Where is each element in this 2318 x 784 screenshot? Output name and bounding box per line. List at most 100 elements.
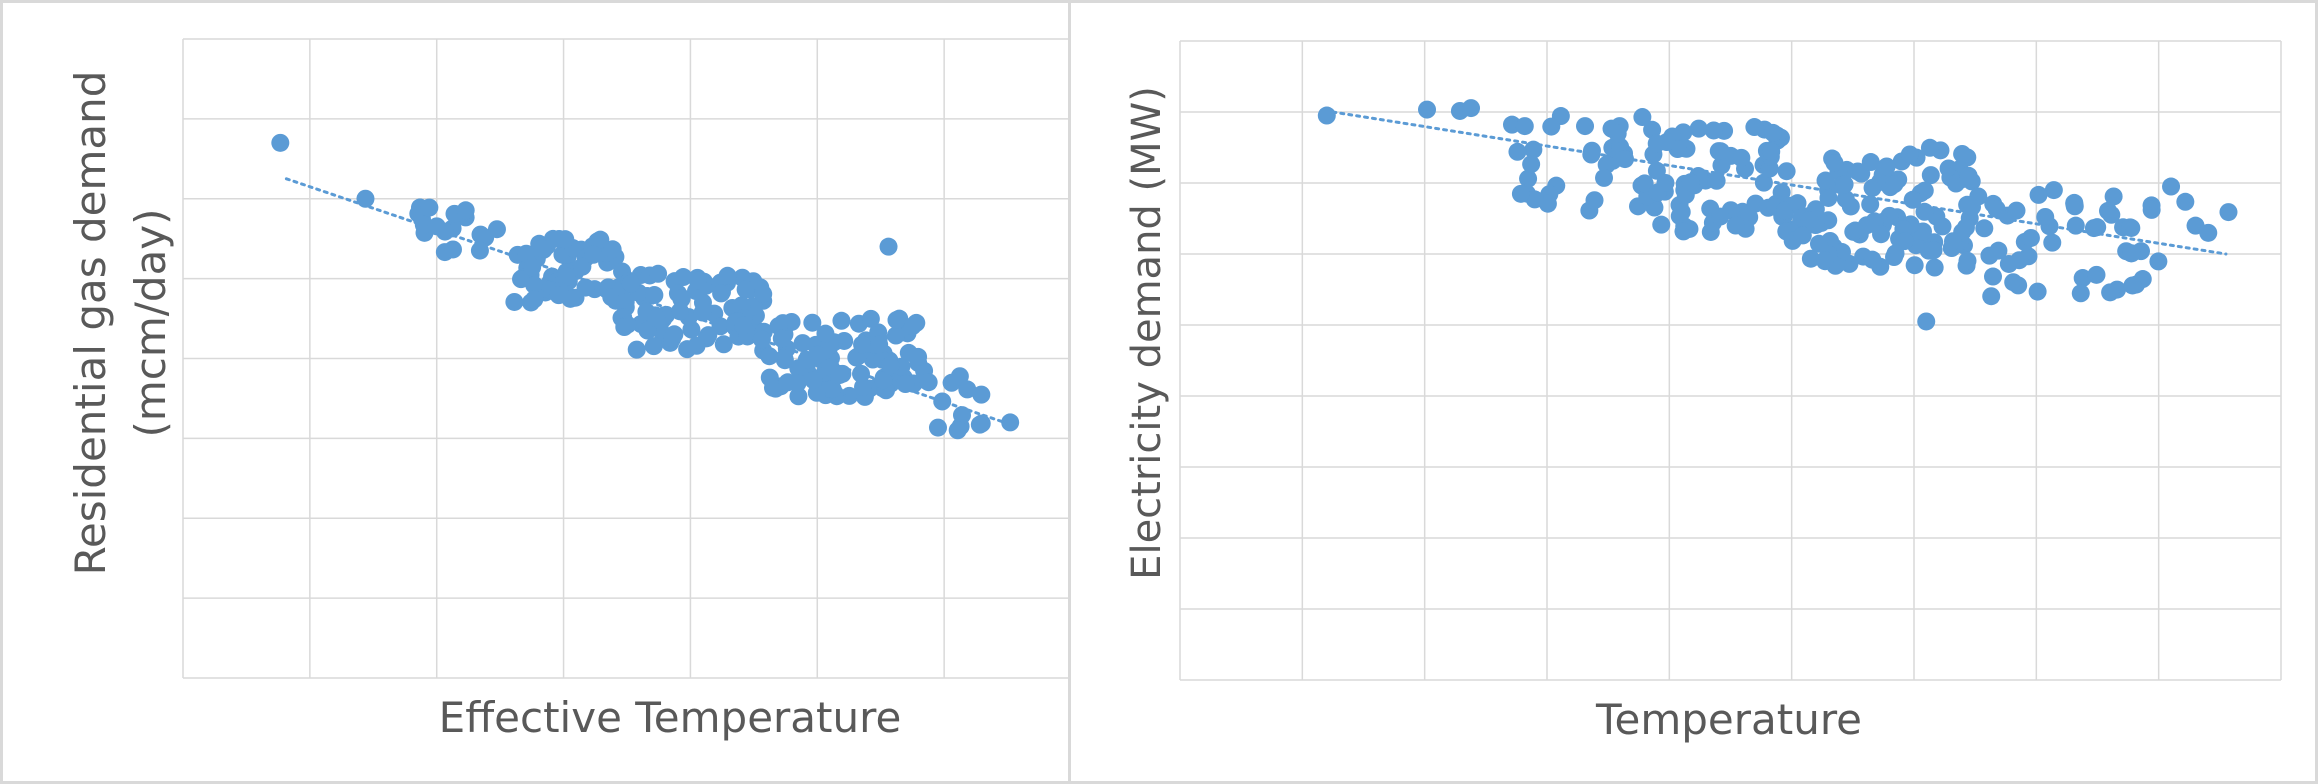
data-point: [1903, 190, 1922, 209]
data-point: [1920, 138, 1939, 157]
data-point: [1704, 121, 1723, 140]
data-point: [2101, 283, 2120, 302]
data-point: [549, 286, 568, 305]
data-point: [1542, 117, 1561, 136]
data-point: [1524, 140, 1543, 159]
data-point: [693, 303, 712, 322]
data-point: [958, 380, 977, 399]
data-point: [1984, 267, 2003, 286]
data-point: [734, 316, 753, 335]
data-point: [2021, 228, 2040, 247]
data-point: [2065, 197, 2084, 216]
data-point: [919, 373, 938, 392]
data-point: [2123, 276, 2142, 295]
data-point: [2004, 273, 2023, 292]
data-point: [1764, 123, 1783, 142]
data-point: [1732, 148, 1751, 167]
data-point: [2084, 219, 2103, 238]
data-point: [2066, 216, 2085, 235]
data-point: [1863, 178, 1882, 197]
data-point: [512, 270, 531, 289]
data-point: [1656, 173, 1675, 192]
data-point: [2162, 177, 2181, 196]
data-point: [1317, 106, 1336, 125]
data-point: [2007, 201, 2026, 220]
data-point: [1745, 118, 1764, 137]
electricity-scatter-chart: Temperature Electricity demand (MW): [1124, 40, 2282, 744]
data-point: [1585, 191, 1604, 210]
data-point: [1836, 190, 1855, 209]
data-point: [950, 367, 969, 386]
data-point: [525, 290, 544, 309]
gas-scatter-chart: Effective Temperature Residential gas de…: [66, 38, 1068, 742]
y-axis-title-line2: (mcm/day): [126, 208, 175, 437]
data-point: [1525, 190, 1544, 209]
data-point: [2199, 223, 2218, 242]
data-point: [1674, 222, 1693, 241]
data-point: [627, 340, 646, 359]
data-point: [603, 240, 622, 259]
data-point: [928, 418, 947, 437]
data-point: [443, 240, 462, 259]
chart-panel-electricity: Temperature Electricity demand (MW): [1068, 0, 2318, 784]
data-point: [1800, 210, 1819, 229]
data-point: [456, 201, 475, 220]
data-point: [1809, 234, 1828, 253]
data-point: [1989, 241, 2008, 260]
data-point: [1707, 171, 1726, 190]
data-point: [712, 284, 731, 303]
data-point: [1885, 175, 1904, 194]
data-point: [1001, 413, 1020, 432]
data-point: [1633, 108, 1652, 127]
data-point: [1657, 133, 1676, 152]
data-point: [649, 264, 668, 283]
data-point: [1793, 226, 1812, 245]
data-point: [271, 133, 290, 152]
data-point: [861, 309, 880, 328]
data-point: [2104, 187, 2123, 206]
data-point: [2028, 282, 2047, 301]
data-point: [2010, 251, 2029, 270]
data-point: [1522, 155, 1541, 174]
data-point: [556, 230, 575, 249]
data-point: [1861, 195, 1880, 214]
data-point: [1861, 153, 1880, 172]
data-point: [830, 366, 849, 385]
data-point: [689, 271, 708, 290]
y-axis-title: Electricity demand (MW): [1124, 86, 1170, 580]
data-point: [1816, 171, 1835, 190]
data-point: [615, 318, 634, 337]
data-point: [1508, 142, 1527, 161]
data-point: [2149, 252, 2168, 271]
data-point: [672, 288, 691, 307]
data-point: [789, 387, 808, 406]
data-point: [2073, 269, 2092, 288]
data-point: [1712, 156, 1731, 175]
data-point: [1917, 312, 1936, 331]
data-point: [1643, 120, 1662, 139]
data-point: [2122, 244, 2141, 263]
data-point: [638, 321, 657, 340]
data-point: [1959, 166, 1978, 185]
data-point: [840, 386, 859, 405]
data-point: [1576, 117, 1595, 136]
data-point: [1689, 119, 1708, 138]
data-point: [1825, 153, 1844, 172]
data-point: [647, 309, 666, 328]
data-point: [678, 340, 697, 359]
data-point: [853, 335, 872, 354]
x-axis-title: Effective Temperature: [439, 693, 902, 742]
data-point: [427, 217, 446, 236]
data-point: [736, 280, 755, 299]
data-point: [1635, 174, 1654, 193]
data-point: [1863, 250, 1882, 269]
data-point: [2176, 192, 2195, 211]
data-point: [1788, 194, 1807, 213]
data-point: [1511, 184, 1530, 203]
data-point: [699, 326, 718, 345]
data-point: [874, 371, 893, 390]
data-point: [775, 349, 794, 368]
data-point: [517, 244, 536, 263]
data-point: [1726, 216, 1745, 235]
data-point: [754, 285, 773, 304]
